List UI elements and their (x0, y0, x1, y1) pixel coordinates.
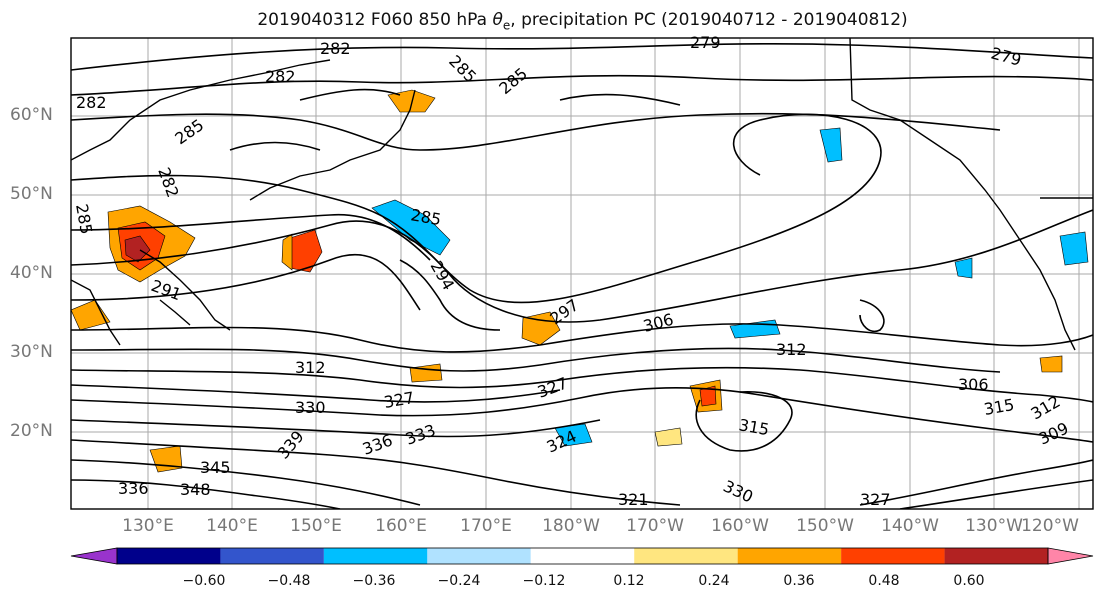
colorbar-tick-label: 0.12 (613, 573, 645, 589)
lat-label-50n: 50°N (10, 184, 53, 204)
precip-patch-orange-1 (521, 311, 561, 346)
colorbar-segment (530, 548, 635, 564)
contour-label: 348 (180, 480, 211, 499)
contour-label: 345 (200, 458, 231, 477)
precip-patch-blue-1 (371, 199, 451, 256)
contour-label: 312 (776, 340, 807, 359)
contour-label: 279 (690, 33, 721, 52)
colorbar-segment (220, 548, 324, 564)
colorbar-border (116, 547, 1049, 565)
lat-label-40n: 40°N (10, 263, 53, 283)
chart-title: 2019040312 F060 850 hPa θe, precipitatio… (257, 10, 908, 33)
map-border (70, 37, 1094, 510)
colorbar-segment (427, 548, 531, 564)
colorbar-tick-label: −0.60 (182, 573, 226, 589)
lat-label-30n: 30°N (10, 342, 53, 362)
lon-label-160e: 160°E (375, 516, 427, 536)
colorbar-segment (944, 548, 1048, 564)
lon-label-130w: 130°W (965, 516, 1023, 536)
contour-label: 282 (76, 93, 107, 112)
precip-patch-red-2 (699, 385, 717, 407)
lon-label-120w: 120°W (1021, 516, 1079, 536)
lat-label-60n: 60°N (10, 105, 53, 125)
lon-label-150e: 150°E (290, 516, 342, 536)
contour-label: 336 (118, 479, 149, 498)
coastlines (71, 38, 1093, 351)
colorbar-tick-label: −0.24 (437, 573, 481, 589)
colorbar-tick-label: 0.48 (868, 573, 900, 589)
lon-label-150w: 150°W (796, 516, 854, 536)
colorbar (70, 547, 1094, 565)
precip-patch-japan-max (124, 235, 151, 263)
lon-label-140e: 140°E (206, 516, 258, 536)
contour-label: 282 (265, 67, 296, 86)
lon-label-170e: 170°E (460, 516, 512, 536)
contour-label: 306 (958, 375, 989, 394)
colorbar-segment (737, 548, 842, 564)
theta-e-contours (71, 42, 1093, 509)
colorbar-tick-label: 0.24 (698, 573, 730, 589)
lon-label-170w: 170°W (626, 516, 684, 536)
colorbar-segment (634, 548, 738, 564)
contour-label: 321 (618, 490, 649, 509)
colorbar-tick-label: 0.36 (783, 573, 815, 589)
precip-patch-yellow-1 (654, 427, 683, 447)
colorbar-tick-label: −0.48 (267, 573, 311, 589)
lon-label-140w: 140°W (881, 516, 939, 536)
lon-label-130e: 130°E (122, 516, 174, 536)
colorbar-extend-low (70, 547, 118, 565)
colorbar-segment (841, 548, 945, 564)
precip-patch-orange-5 (1039, 355, 1063, 373)
contour-label: 330 (295, 398, 326, 417)
precip-patch-blue-5 (954, 257, 973, 279)
lon-label-180w: 180°W (542, 516, 600, 536)
colorbar-segment (117, 548, 221, 564)
contour-label: 282 (320, 39, 351, 58)
contour-label: 327 (860, 490, 891, 509)
lon-label-160w: 160°W (711, 516, 769, 536)
precip-patch-orange-4 (71, 299, 111, 331)
colorbar-tick-label: −0.36 (352, 573, 396, 589)
colorbar-extend-high (1047, 547, 1094, 565)
precip-patch-blue-6 (1059, 231, 1089, 266)
colorbar-segment (323, 548, 428, 564)
colorbar-tick-label: 0.60 (953, 573, 985, 589)
contour-label: 312 (295, 358, 326, 377)
colorbar-tick-label: −0.12 (522, 573, 566, 589)
lat-label-20n: 20°N (10, 421, 53, 441)
precip-patch-blue-4 (819, 127, 843, 163)
